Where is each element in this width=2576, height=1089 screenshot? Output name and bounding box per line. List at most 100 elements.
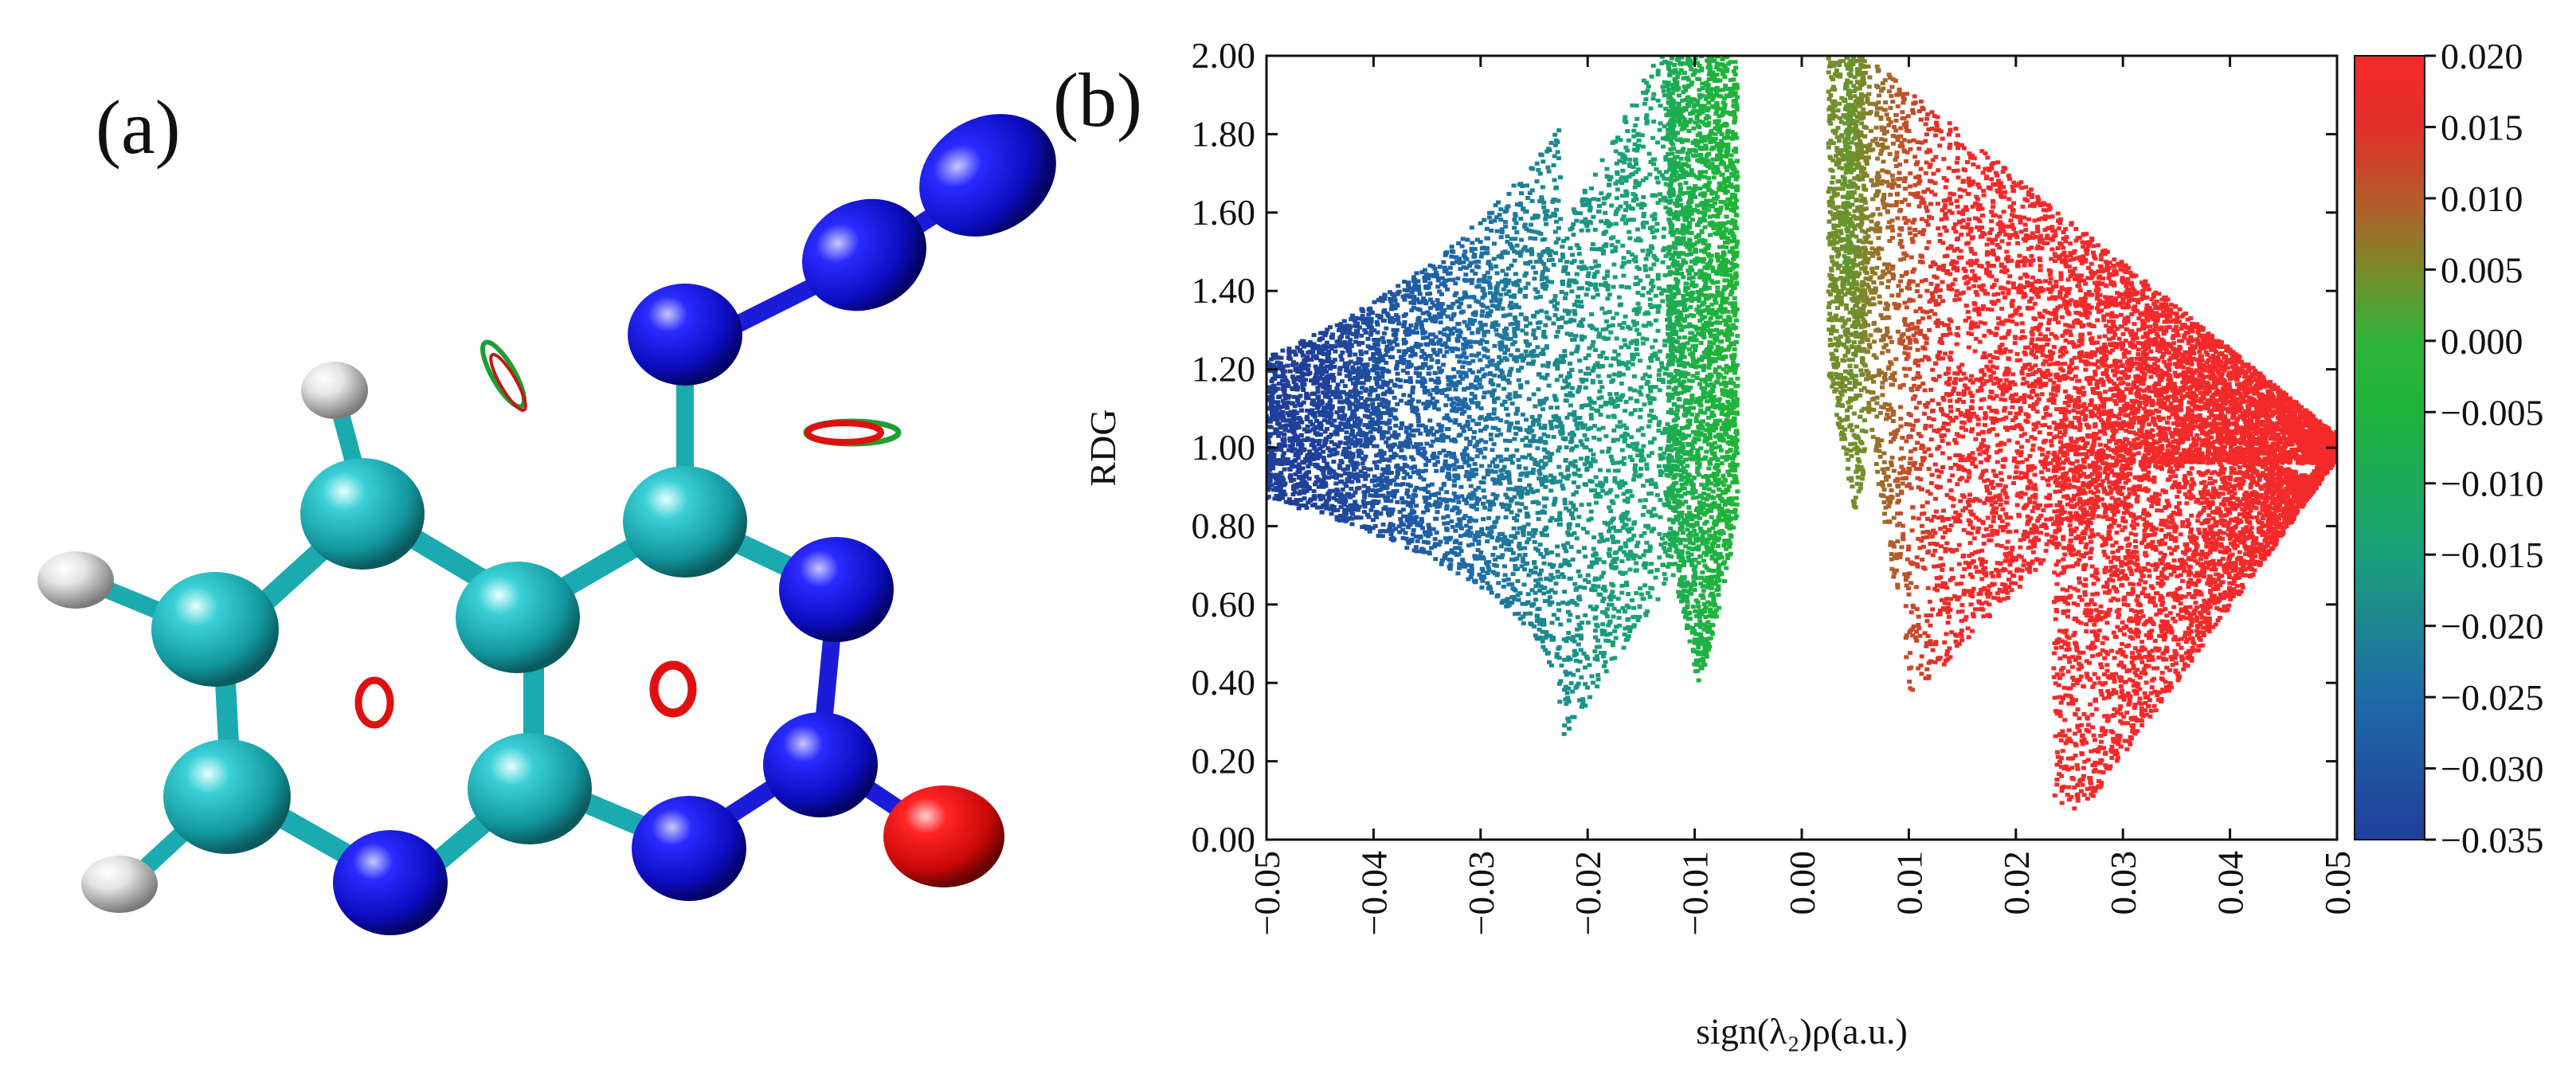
- scatter-point: [1587, 208, 1592, 213]
- scatter-point: [1580, 379, 1585, 384]
- scatter-point: [1434, 399, 1439, 404]
- scatter-point: [1472, 318, 1478, 323]
- scatter-point: [1603, 196, 1608, 201]
- scatter-point: [1590, 368, 1595, 373]
- scatter-point: [1638, 206, 1644, 210]
- scatter-point: [1327, 373, 1333, 378]
- scatter-point: [1505, 378, 1510, 382]
- scatter-point: [1519, 353, 1525, 358]
- scatter-point: [1337, 335, 1343, 340]
- scatter-point: [1538, 577, 1543, 582]
- scatter-point: [1342, 496, 1348, 501]
- scatter-point: [1451, 452, 1456, 456]
- scatter-point: [1382, 296, 1388, 301]
- scatter-point: [1508, 454, 1513, 459]
- scatter-point: [1399, 448, 1404, 452]
- scatter-point: [1372, 484, 1378, 488]
- scatter-point: [1541, 617, 1546, 622]
- scatter-point: [1566, 281, 1572, 285]
- scatter-point: [1598, 532, 1603, 537]
- scatter-point: [1327, 453, 1332, 458]
- scatter-point: [1601, 232, 1607, 237]
- scatter-point: [1523, 293, 1529, 298]
- scatter-point: [1476, 300, 1482, 304]
- scatter-point: [1412, 464, 1418, 469]
- scatter-point: [1584, 224, 1590, 228]
- scatter-point: [1627, 157, 1633, 162]
- scatter-point: [1447, 265, 1453, 270]
- scatter-point: [1507, 424, 1513, 429]
- scatter-point: [1531, 420, 1536, 425]
- scatter-point: [1468, 570, 1474, 574]
- scatter-point: [1517, 278, 1522, 283]
- panel-b-label: (b): [1053, 57, 1142, 143]
- scatter-point: [1419, 325, 1424, 330]
- scatter-point: [1467, 427, 1473, 432]
- scatter-point: [1658, 104, 1663, 108]
- scatter-point: [1630, 357, 1635, 362]
- scatter-point: [1312, 496, 1317, 501]
- scatter-point: [1627, 236, 1633, 241]
- scatter-point: [1370, 488, 1376, 492]
- scatter-point: [1560, 279, 1565, 284]
- scatter-point: [1384, 326, 1389, 331]
- scatter-point: [1326, 476, 1332, 480]
- scatter-point: [1476, 485, 1482, 490]
- scatter-point: [1370, 402, 1376, 406]
- scatter-point: [1670, 362, 1675, 366]
- scatter-point: [1288, 501, 1294, 506]
- scatter-point: [1491, 241, 1497, 246]
- scatter-point: [1385, 349, 1390, 354]
- scatter-point: [1617, 547, 1623, 552]
- scatter-point: [1630, 598, 1634, 602]
- scatter-point: [1534, 353, 1540, 358]
- scatter-point: [1519, 502, 1525, 507]
- scatter-point: [1419, 519, 1424, 524]
- scatter-point: [1334, 498, 1340, 503]
- scatter-point: [1631, 623, 1637, 628]
- scatter-point: [1326, 356, 1332, 361]
- scatter-point: [1438, 331, 1443, 335]
- scatter-point: [1396, 524, 1402, 529]
- scatter-point: [1319, 398, 1325, 403]
- scatter-point: [1537, 572, 1542, 577]
- scatter-point: [1443, 536, 1448, 541]
- scatter-point: [1605, 449, 1611, 454]
- scatter-point: [1523, 455, 1529, 460]
- scatter-point: [1509, 539, 1514, 544]
- scatter-point: [1655, 597, 1661, 601]
- scatter-point: [1320, 345, 1325, 350]
- scatter-point: [1298, 489, 1303, 494]
- scatter-point: [1627, 217, 1633, 222]
- scatter-point: [1454, 354, 1460, 358]
- scatter-point: [1474, 507, 1479, 511]
- scatter-point: [1332, 418, 1337, 423]
- scatter-point: [1622, 523, 1627, 527]
- scatter-point: [1275, 488, 1281, 492]
- scatter-point: [1501, 375, 1507, 380]
- scatter-point: [1349, 313, 1355, 318]
- scatter-point: [1633, 463, 1638, 468]
- scatter-point: [1437, 264, 1443, 269]
- scatter-point: [1388, 524, 1393, 529]
- scatter-point: [1647, 303, 1653, 307]
- scatter-point: [1637, 267, 1642, 271]
- scatter-point: [1634, 148, 1640, 153]
- scatter-point: [1322, 438, 1328, 443]
- scatter-point: [1642, 311, 1648, 316]
- scatter-point: [1403, 429, 1409, 434]
- scatter-point: [1416, 423, 1422, 428]
- scatter-point: [1356, 372, 1361, 376]
- scatter-point: [1565, 311, 1571, 316]
- scatter-point: [1485, 581, 1490, 586]
- scatter-point: [1334, 386, 1340, 390]
- scatter-point: [1576, 622, 1582, 627]
- scatter-point: [1350, 370, 1356, 374]
- scatter-point: [1607, 374, 1612, 378]
- scatter-point: [1485, 270, 1490, 275]
- scatter-point: [1633, 255, 1638, 260]
- scatter-point: [1392, 383, 1398, 388]
- scatter-point: [1480, 304, 1486, 308]
- scatter-point: [1600, 482, 1605, 487]
- scatter-point: [1483, 440, 1489, 445]
